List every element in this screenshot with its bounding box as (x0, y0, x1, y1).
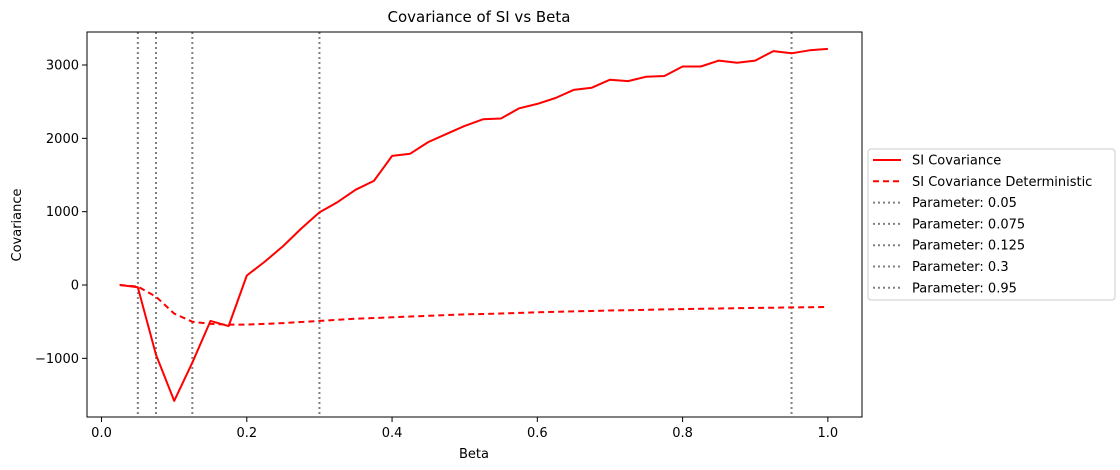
legend-label-2: Parameter: 0.05 (912, 196, 1017, 211)
plot-frame (86, 31, 863, 418)
legend-label-3: Parameter: 0.075 (912, 217, 1025, 232)
series-line-1 (119, 284, 828, 326)
legend-entries: SI Covariance SI Covariance Deterministic… (873, 154, 1092, 296)
y-tick-label: 3000 (46, 59, 79, 74)
x-axis-ticks: 0.0 0.2 0.4 0.6 0.8 1.0 (91, 417, 838, 441)
legend-label-5: Parameter: 0.3 (912, 260, 1009, 275)
x-tick-label: 0.8 (672, 426, 693, 441)
y-tick-label: 0 (71, 279, 79, 294)
legend-label-4: Parameter: 0.125 (912, 239, 1025, 254)
legend-label-6: Parameter: 0.95 (912, 281, 1017, 296)
x-tick-label: 0.4 (382, 426, 403, 441)
legend-label-0: SI Covariance (912, 154, 1001, 169)
x-tick-label: 0.6 (527, 426, 548, 441)
x-tick-label: 0.2 (236, 426, 257, 441)
chart-title: Covariance of SI vs Beta (388, 8, 571, 26)
y-axis-label: Covariance (10, 189, 25, 262)
series-line-0 (119, 47, 828, 402)
y-tick-label: 1000 (46, 205, 79, 220)
x-tick-label: 0.0 (91, 426, 112, 441)
y-axis-ticks: −1000 0 1000 2000 3000 (35, 59, 87, 367)
x-tick-label: 1.0 (818, 426, 839, 441)
y-tick-label: 2000 (46, 132, 79, 147)
legend-label-1: SI Covariance Deterministic (912, 175, 1092, 190)
x-axis-label: Beta (459, 447, 489, 462)
y-tick-label: −1000 (35, 352, 79, 367)
series-layer (119, 47, 828, 402)
legend-box (867, 148, 1116, 301)
legend: SI Covariance SI Covariance Deterministic… (867, 148, 1116, 301)
plot-area (87, 32, 862, 417)
